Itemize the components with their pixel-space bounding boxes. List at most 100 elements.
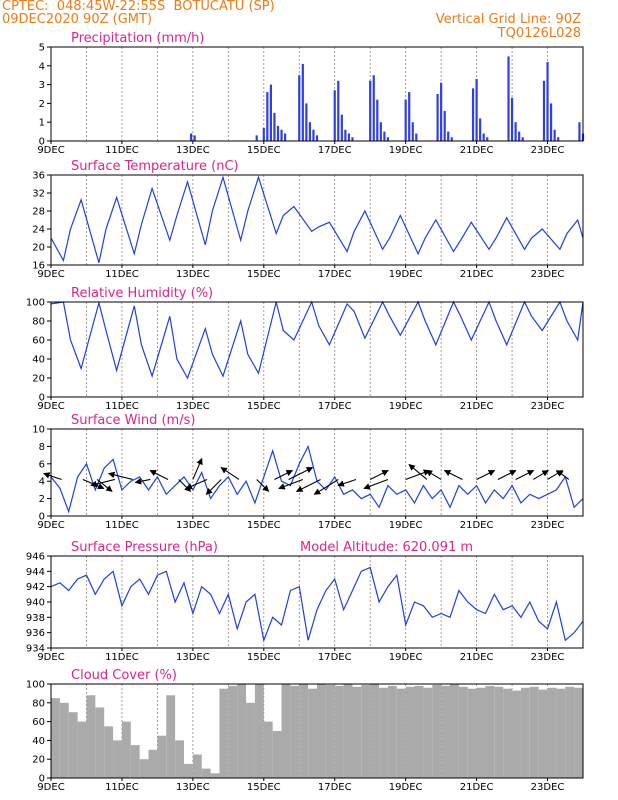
wind-vector-arrow <box>363 478 389 490</box>
y-tick-label: 6 <box>39 459 45 470</box>
precip-bar <box>471 88 475 141</box>
y-tick-label: 100 <box>26 680 45 691</box>
cloud-bar <box>441 685 450 778</box>
y-tick-label: 2 <box>39 99 45 110</box>
y-tick-label: 100 <box>26 298 45 309</box>
x-tick-label: 11DEC <box>105 782 139 793</box>
cloud-bar <box>467 688 477 778</box>
wind-vector-arrow <box>43 472 62 480</box>
series-line <box>50 300 584 380</box>
cloud-bar <box>547 687 557 778</box>
wind-vector-arrow <box>134 478 151 485</box>
panel-title: Surface Pressure (hPa) <box>71 540 218 555</box>
precip-bar <box>337 80 340 141</box>
x-tick-label: 17DEC <box>318 652 352 663</box>
wind-vector-arrow <box>476 469 496 480</box>
y-tick-label: 942 <box>26 582 45 593</box>
wind-vector-arrow <box>515 469 535 480</box>
y-tick-label: 32 <box>32 189 45 200</box>
precip-bar <box>386 137 390 141</box>
precip-bar <box>482 133 485 141</box>
panel-title: Surface Temperature (nC) <box>71 159 239 174</box>
wind-vector-arrow <box>278 478 304 490</box>
cloud-bar <box>485 685 495 778</box>
x-tick-label: 15DEC <box>247 269 281 280</box>
x-tick-label: 23DEC <box>531 782 565 793</box>
x-tick-label: 17DEC <box>318 269 352 280</box>
cloud-bar <box>246 702 255 778</box>
precip-bar <box>189 133 193 141</box>
precip-bar <box>479 118 482 141</box>
x-tick-label: 15DEC <box>247 145 281 156</box>
wind-vector-arrow <box>547 469 564 480</box>
panel-6 <box>47 683 584 781</box>
y-tick-label: 0 <box>39 393 45 404</box>
cloud-bar <box>148 749 158 778</box>
x-tick-label: 19DEC <box>389 652 423 663</box>
x-tick-label: 15DEC <box>247 520 281 531</box>
x-tick-label: 13DEC <box>176 520 210 531</box>
x-tick-label: 11DEC <box>105 401 139 412</box>
precip-bar <box>549 103 553 141</box>
x-tick-label: 23DEC <box>531 145 565 156</box>
panel-3 <box>47 300 584 400</box>
cloud-bar <box>290 685 300 778</box>
panel-frame <box>50 555 584 649</box>
cloud-bar <box>201 768 211 778</box>
cloud-bar <box>352 686 362 778</box>
wind-vector-arrow <box>178 479 192 492</box>
x-tick-label: 17DEC <box>318 145 352 156</box>
precip-bar <box>333 90 336 141</box>
wind-vector-arrow <box>149 469 169 480</box>
x-tick-label: 19DEC <box>389 269 423 280</box>
cloud-bar <box>512 690 521 778</box>
precip-bar <box>518 131 521 141</box>
wind-vector-arrow <box>295 478 321 492</box>
precip-bar <box>376 99 379 141</box>
y-tick-label: 40 <box>32 355 45 366</box>
x-tick-label: 9DEC <box>37 652 64 663</box>
cloud-bar <box>86 695 96 778</box>
cloud-bar <box>192 754 202 778</box>
cloud-bar <box>254 684 264 778</box>
precip-bar <box>372 75 375 141</box>
y-tick-label: 0 <box>39 512 45 523</box>
wind-vector-arrow <box>408 464 428 480</box>
x-tick-label: 13DEC <box>176 145 210 156</box>
cloud-bar <box>494 686 504 778</box>
precip-bar <box>436 94 439 141</box>
x-tick-label: 9DEC <box>37 401 64 412</box>
precip-bar <box>347 133 351 141</box>
x-tick-label: 13DEC <box>176 401 210 412</box>
cloud-bar <box>520 687 530 778</box>
wind-vector-arrow <box>220 467 240 480</box>
cloud-bar <box>565 686 575 778</box>
precip-bar <box>510 97 514 141</box>
x-tick-label: 11DEC <box>105 652 139 663</box>
cloud-bar <box>317 684 326 778</box>
x-tick-label: 21DEC <box>460 401 494 412</box>
y-tick-label: 20 <box>32 243 45 254</box>
panel-frame <box>50 683 584 779</box>
y-tick-label: 20 <box>32 374 45 385</box>
x-tick-label: 13DEC <box>176 652 210 663</box>
precip-bar <box>546 62 549 141</box>
y-tick-label: 20 <box>32 755 45 766</box>
wind-vector-arrow <box>205 479 222 495</box>
x-tick-label: 19DEC <box>389 145 423 156</box>
x-tick-label: 9DEC <box>37 269 64 280</box>
cloud-bar <box>157 735 167 778</box>
wind-vector-arrow <box>192 457 203 480</box>
cloud-bar <box>95 707 105 778</box>
cloud-bar <box>574 687 583 778</box>
precip-bar <box>404 99 407 141</box>
y-tick-label: 936 <box>26 628 45 639</box>
cloud-bar <box>68 712 78 778</box>
header-line1-right: Vertical Grid Line: 90Z <box>435 12 581 27</box>
precip-bar <box>542 80 546 141</box>
y-tick-label: 60 <box>32 717 45 728</box>
cloud-bar <box>139 759 149 778</box>
x-tick-label: 15DEC <box>247 782 281 793</box>
x-tick-label: 19DEC <box>389 401 423 412</box>
